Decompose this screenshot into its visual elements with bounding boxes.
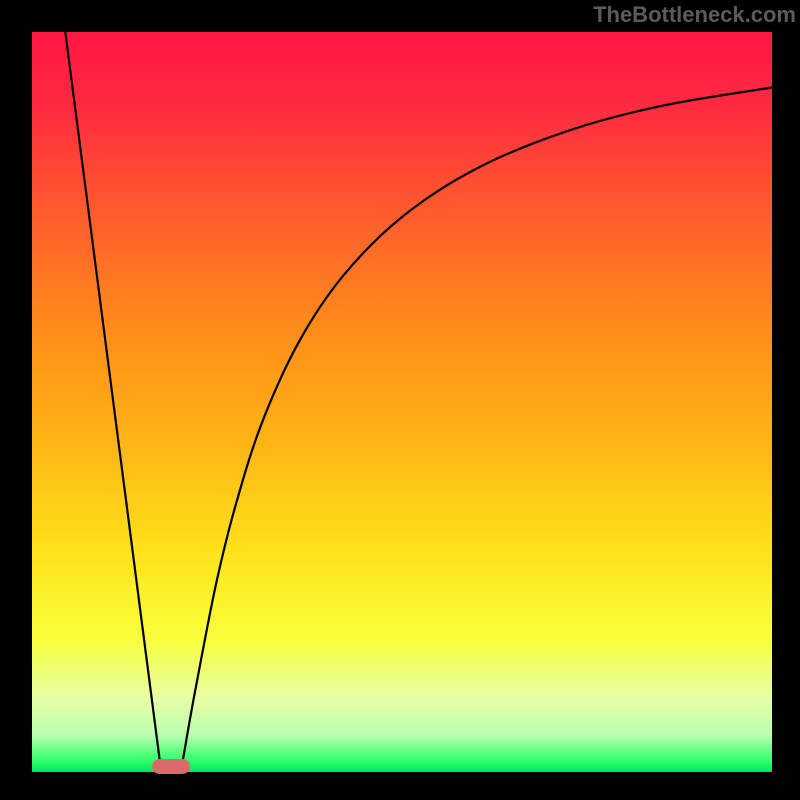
curve-layer xyxy=(32,32,772,772)
left-line xyxy=(65,32,160,768)
right-curve xyxy=(181,88,772,769)
plot-area xyxy=(32,32,772,772)
dip-marker xyxy=(152,759,190,774)
chart-root: TheBottleneck.com xyxy=(0,0,800,800)
watermark-text: TheBottleneck.com xyxy=(593,2,796,28)
